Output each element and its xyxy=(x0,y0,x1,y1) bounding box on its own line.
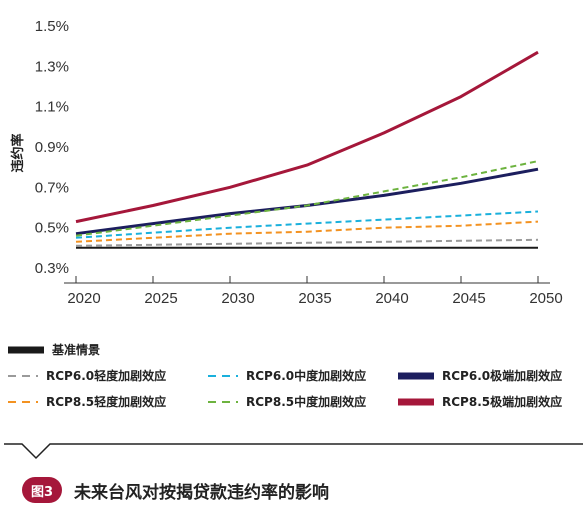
legend: 基准情景 RCP6.0轻度加剧效应 RCP6.0中度加剧效应 RCP6.0极端加… xyxy=(0,338,587,418)
legend-label: RCP8.5极端加剧效应 xyxy=(442,394,563,409)
x-tick-label: 2020 xyxy=(67,290,100,307)
series-line-4 xyxy=(75,220,539,243)
legend-label: RCP6.0中度加剧效应 xyxy=(246,368,367,383)
caption-divider xyxy=(4,443,583,460)
series-line-6 xyxy=(75,50,539,224)
y-tick-label: 0.9% xyxy=(35,139,69,156)
legend-label: RCP8.5中度加剧效应 xyxy=(246,394,367,409)
x-tick-label: 2050 xyxy=(529,290,562,307)
series-lines xyxy=(75,50,539,249)
series-line-2 xyxy=(75,210,539,239)
legend-swatch xyxy=(8,392,38,411)
legend-swatch xyxy=(208,392,238,411)
y-axis-label: 违约率 xyxy=(10,133,26,172)
y-tick-label: 0.5% xyxy=(35,220,69,237)
y-tick-label: 1.5% xyxy=(35,18,69,35)
legend-label: RCP6.0轻度加剧效应 xyxy=(46,368,167,383)
y-tick-label: 1.1% xyxy=(35,99,69,116)
x-tick-label: 2040 xyxy=(375,290,408,307)
series-line-5 xyxy=(75,160,539,237)
figure-title: 未来台风对按揭贷款违约率的影响 xyxy=(74,482,329,503)
series-line-1 xyxy=(75,238,539,247)
figure-caption: 图3 未来台风对按揭贷款违约率的影响 xyxy=(22,477,329,503)
legend-label: RCP8.5轻度加剧效应 xyxy=(46,394,167,409)
legend-item-rcp60-mild: RCP6.0轻度加剧效应 xyxy=(8,366,166,384)
legend-label: 基准情景 xyxy=(52,342,101,357)
x-axis: 2020 2025 2030 2035 2040 2045 2050 xyxy=(64,276,563,307)
y-tick-label: 0.7% xyxy=(35,179,69,196)
line-chart: 0.3% 0.5% 0.7% 0.9% 1.1% 1.3% 1.5% 2020 2025 203… xyxy=(10,18,563,307)
legend-swatch xyxy=(8,366,38,385)
legend-swatch xyxy=(208,366,238,385)
x-tick-label: 2025 xyxy=(144,290,177,307)
legend-item-baseline: 基准情景 xyxy=(8,340,100,358)
legend-swatch xyxy=(398,366,434,385)
x-tick-label: 2045 xyxy=(452,290,485,307)
y-tick-label: 1.3% xyxy=(35,58,69,75)
legend-item-rcp85-moderate: RCP8.5中度加剧效应 xyxy=(208,392,366,410)
legend-item-rcp85-mild: RCP8.5轻度加剧效应 xyxy=(8,392,166,410)
y-axis: 0.3% 0.5% 0.7% 0.9% 1.1% 1.3% 1.5% xyxy=(35,18,69,277)
x-tick-label: 2030 xyxy=(221,290,254,307)
figure-number-badge: 图3 xyxy=(22,477,62,503)
y-tick-label: 0.3% xyxy=(35,260,69,277)
legend-item-rcp85-extreme: RCP8.5极端加剧效应 xyxy=(398,392,562,410)
legend-swatch xyxy=(8,340,44,359)
legend-item-rcp60-moderate: RCP6.0中度加剧效应 xyxy=(208,366,366,384)
legend-item-rcp60-extreme: RCP6.0极端加剧效应 xyxy=(398,366,562,384)
legend-swatch xyxy=(398,392,434,411)
legend-label: RCP6.0极端加剧效应 xyxy=(442,368,563,383)
x-tick-label: 2035 xyxy=(298,290,331,307)
